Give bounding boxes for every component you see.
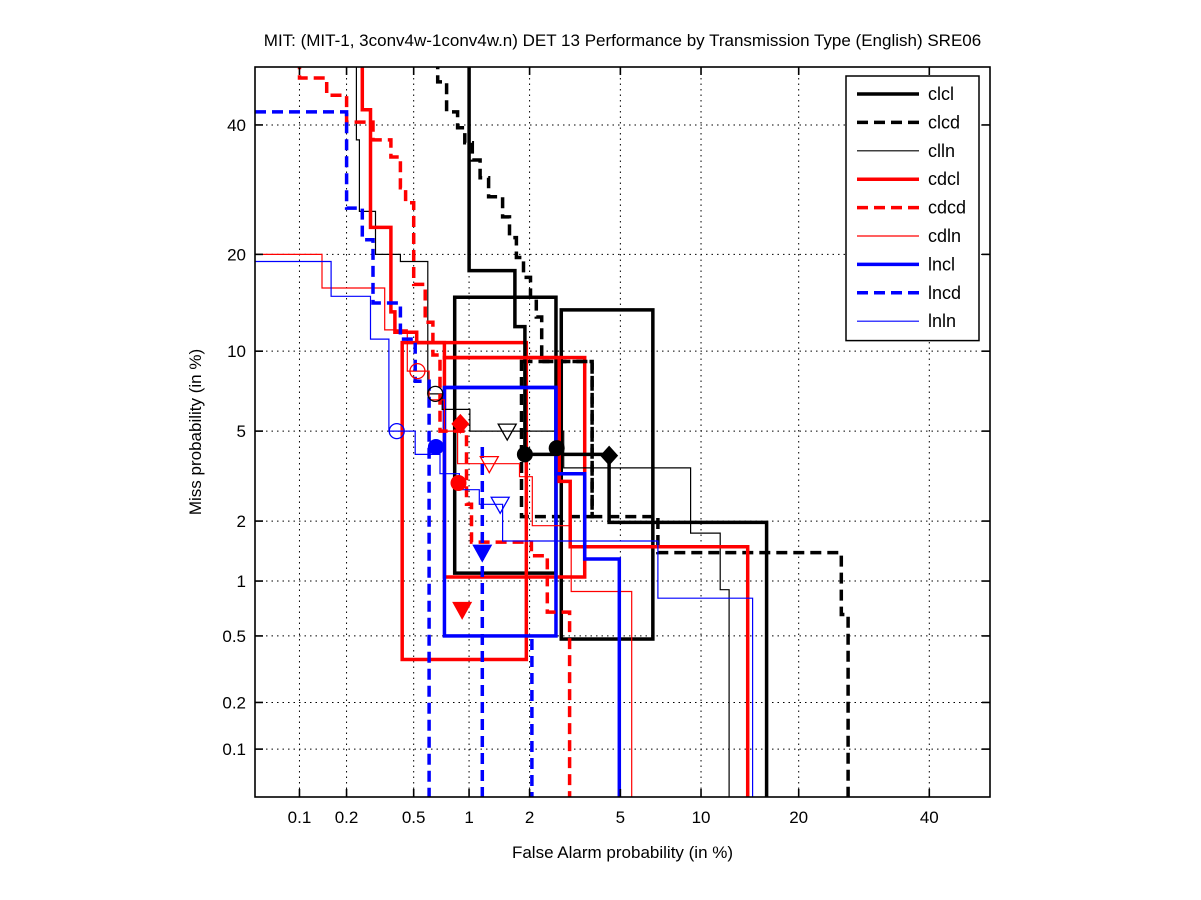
marker-triangle-filled-lncd: [472, 544, 493, 563]
markers-layer: [388, 362, 619, 620]
x-axis-label: False Alarm probability (in %): [511, 843, 734, 862]
marker-diamond-filled-clcl: [600, 445, 619, 466]
marker-circle-open-lnln: [388, 422, 405, 440]
legend-label-cdcl: cdcl: [928, 169, 960, 189]
legend-label-clcd: clcd: [928, 112, 960, 132]
x-tick-label: 20: [789, 808, 808, 827]
curves-layer: [255, 67, 850, 797]
legend-label-clcl: clcl: [928, 84, 954, 104]
curve-clcl: [467, 67, 769, 797]
marker-circle-filled-clcd: [548, 440, 565, 457]
legend-label-lncd: lncd: [928, 283, 961, 303]
curve-clln: [355, 67, 730, 797]
y-tick-label: 10: [227, 342, 246, 361]
x-tick-label: 0.5: [402, 808, 426, 827]
marker-circle-filled-lncl: [427, 438, 444, 455]
curve-lnln: [255, 260, 754, 797]
x-tick-label: 10: [692, 808, 711, 827]
marker-diamond-filled-cdcl: [451, 413, 470, 434]
curve-lncd: [255, 110, 431, 797]
marker-circle-filled-cdcd: [450, 475, 467, 492]
y-tick-label: 40: [227, 116, 246, 135]
y-tick-label: 0.1: [222, 740, 246, 759]
y-tick-label: 1: [237, 572, 246, 591]
x-tick-label: 1: [464, 808, 473, 827]
marker-circle-open-cdln: [409, 362, 426, 380]
y-tick-label: 0.2: [222, 693, 246, 712]
y-tick-label: 5: [237, 422, 246, 441]
legend-label-cdcd: cdcd: [928, 198, 966, 218]
curve-cdcd: [297, 67, 572, 797]
legend-label-lncl: lncl: [928, 254, 955, 274]
axes-box: [254, 66, 991, 798]
y-tick-label: 0.5: [222, 627, 246, 646]
x-tick-label: 0.2: [335, 808, 359, 827]
legend-label-clln: clln: [928, 141, 955, 161]
legend: [845, 75, 980, 342]
curve-clcd: [435, 67, 850, 797]
x-tick-label: 0.1: [288, 808, 312, 827]
marker-triangle-open-clln: [497, 423, 518, 442]
x-tick-label: 40: [920, 808, 939, 827]
x-tick-label: 5: [616, 808, 625, 827]
marker-triangle-open-lnln: [490, 496, 511, 515]
chart-title: MIT: (MIT-1, 3conv4w-1conv4w.n) DET 13 P…: [263, 31, 982, 50]
x-tick-label: 2: [525, 808, 534, 827]
marker-circle-filled-clcl: [516, 446, 533, 463]
legend-label-lnln: lnln: [928, 311, 956, 331]
curve-cdln: [255, 253, 633, 797]
marker-triangle-filled-cdcl: [452, 601, 473, 620]
confidence-box-cdcl: [400, 340, 529, 662]
curve-cdcl: [360, 67, 750, 797]
legend-label-cdln: cdln: [928, 226, 961, 246]
y-tick-label: 20: [227, 245, 246, 264]
curve-lncl: [444, 385, 622, 797]
marker-triangle-open-cdln: [479, 456, 500, 474]
marker-circle-open-clln: [427, 385, 444, 403]
y-tick-label: 2: [237, 512, 246, 531]
